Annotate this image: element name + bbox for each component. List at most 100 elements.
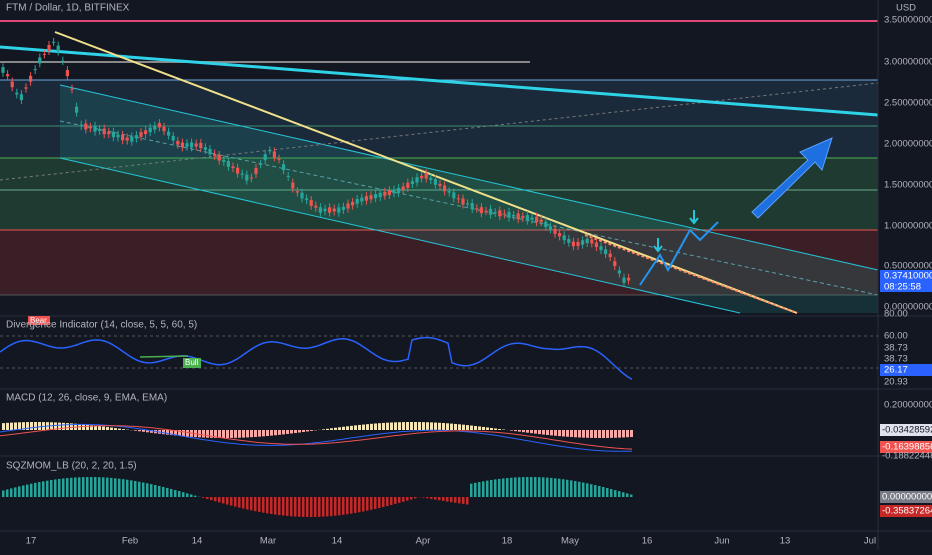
- sqz-bar: [142, 482, 145, 497]
- candle: [558, 233, 561, 236]
- time-tick: Jul: [864, 536, 876, 547]
- sqz-bar: [130, 480, 133, 497]
- div-label: 26.17: [884, 365, 908, 376]
- sqz-bar: [214, 497, 217, 501]
- sqz-bar: [102, 477, 105, 497]
- macd-bar: [538, 430, 541, 434]
- sqz-bar: [626, 493, 629, 497]
- candle: [365, 196, 368, 200]
- candle: [411, 181, 414, 184]
- macd-bar: [254, 430, 257, 437]
- sqz-bar: [378, 497, 381, 508]
- sqz-bar: [222, 497, 225, 503]
- candle: [323, 209, 326, 211]
- sqz-bar: [94, 477, 97, 497]
- time-tick: May: [561, 536, 579, 547]
- candle: [84, 124, 87, 130]
- sqz-bar: [422, 497, 425, 498]
- sqz-bar: [314, 497, 317, 517]
- candle: [296, 191, 299, 192]
- sqz-bar: [370, 497, 373, 510]
- macd-bar: [298, 430, 301, 432]
- macd-bar: [414, 422, 417, 430]
- candle: [461, 199, 464, 205]
- candle: [162, 127, 165, 131]
- sqz-bar: [578, 482, 581, 497]
- sqz-bar: [434, 497, 437, 500]
- price-tick: 1.50000000: [884, 180, 932, 191]
- candle: [360, 198, 363, 202]
- sqz-bar: [86, 477, 89, 497]
- sqz-bar: [470, 484, 473, 497]
- sqz-bar: [562, 479, 565, 497]
- macd-bar: [486, 427, 489, 430]
- macd-bar: [294, 430, 297, 433]
- sqz-bar: [566, 480, 569, 497]
- sqz-bar: [202, 497, 205, 498]
- candle: [218, 155, 221, 161]
- macd-bar: [370, 424, 373, 430]
- candle: [333, 209, 336, 212]
- sqz-bar: [598, 486, 601, 497]
- sqz-bar: [242, 497, 245, 509]
- sqz-bar: [522, 477, 525, 497]
- macd-bar: [374, 423, 377, 430]
- sqz-bar: [554, 478, 557, 497]
- candle: [176, 141, 179, 145]
- macd-bar: [542, 430, 545, 435]
- candle: [480, 207, 483, 213]
- candle: [337, 207, 340, 212]
- candle: [471, 203, 474, 209]
- candle: [521, 216, 524, 218]
- macd-bar: [426, 422, 429, 430]
- sqz-bar: [486, 481, 489, 497]
- candle: [20, 94, 23, 100]
- candle: [66, 70, 69, 76]
- macd-bar: [626, 430, 629, 437]
- sqz-bar: [18, 486, 21, 497]
- candle: [268, 150, 271, 151]
- macd-bar: [446, 423, 449, 430]
- macd-bar: [2, 423, 5, 430]
- macd-bar: [302, 430, 305, 432]
- candle: [346, 204, 349, 209]
- candle: [149, 128, 152, 133]
- sqz-bar: [186, 493, 189, 497]
- macd-bar: [546, 430, 549, 435]
- sqz-bar: [346, 497, 349, 514]
- sqz-bar: [274, 497, 277, 515]
- sqz-bar: [358, 497, 361, 512]
- macd-bar: [570, 430, 573, 437]
- candle: [199, 143, 202, 148]
- candle: [34, 69, 37, 70]
- macd-bar: [142, 430, 145, 432]
- candle: [563, 235, 566, 240]
- candle: [15, 93, 18, 95]
- candle: [112, 132, 115, 137]
- candle: [452, 192, 455, 198]
- macd-bar: [82, 424, 85, 430]
- sqz-bar: [586, 483, 589, 497]
- candle: [121, 135, 124, 140]
- macd-bar: [562, 430, 565, 436]
- macd-bar: [406, 422, 409, 430]
- macd-bar: [342, 427, 345, 430]
- sqz-bar: [402, 497, 405, 502]
- time-tick: 17: [26, 536, 37, 547]
- candle: [622, 278, 625, 283]
- time-tick: Apr: [416, 536, 431, 547]
- candle: [342, 207, 345, 210]
- macd-bar: [246, 430, 249, 437]
- macd-bar: [586, 430, 589, 438]
- sqz-bar: [478, 482, 481, 497]
- macd-bar: [226, 430, 229, 438]
- candle: [139, 132, 142, 137]
- sqz-bar: [126, 480, 129, 497]
- macd-bar: [358, 425, 361, 430]
- sqz-bar: [514, 477, 517, 497]
- macd-bar: [410, 422, 413, 430]
- div-label: 38.73: [884, 354, 908, 365]
- macd-bar: [558, 430, 561, 436]
- sqz-label: 0.00000000: [882, 492, 932, 503]
- sqz-bar: [182, 492, 185, 497]
